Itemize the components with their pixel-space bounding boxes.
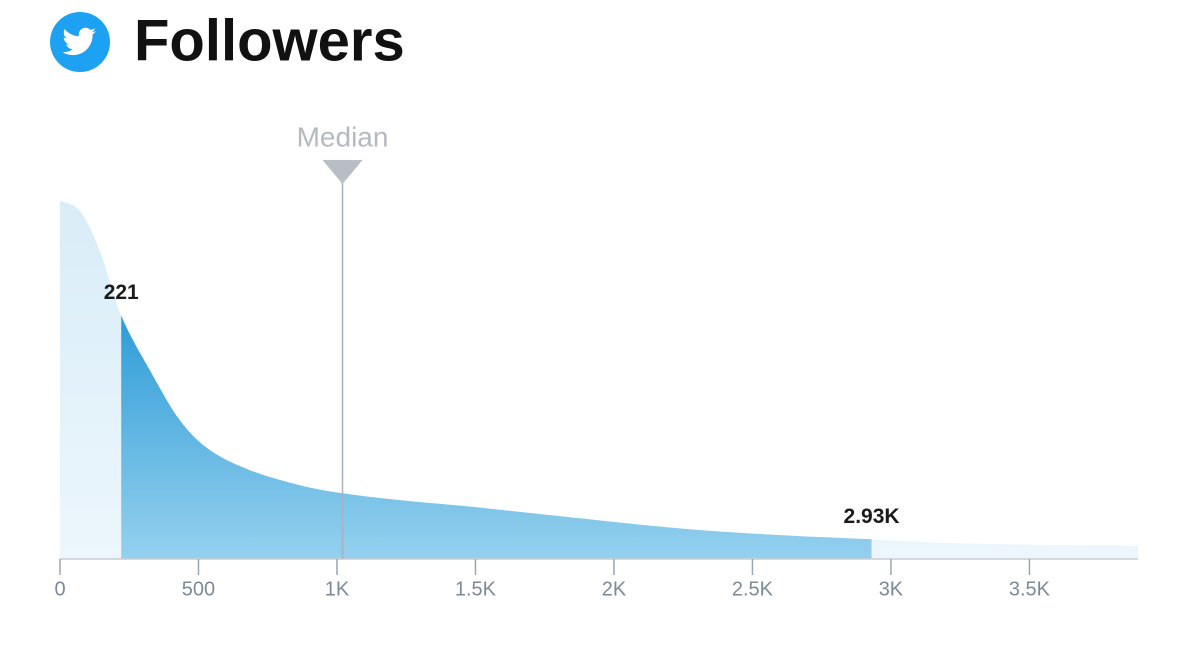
twitter-icon xyxy=(50,12,110,72)
x-tick-label: 2.5K xyxy=(732,578,774,600)
x-tick-label: 1K xyxy=(325,578,350,600)
chart-title: Followers xyxy=(134,8,405,73)
x-tick-label: 1.5K xyxy=(455,578,497,600)
range-label: 2.93K xyxy=(844,505,900,528)
range-area xyxy=(121,315,872,559)
x-tick-label: 3K xyxy=(879,578,904,600)
x-tick-label: 0 xyxy=(54,578,65,600)
x-tick-label: 500 xyxy=(182,578,215,600)
x-tick-label: 2K xyxy=(602,578,627,600)
range-label: 221 xyxy=(104,281,139,304)
x-tick-label: 3.5K xyxy=(1009,578,1051,600)
median-marker xyxy=(322,160,363,184)
median-label: Median xyxy=(297,121,389,152)
